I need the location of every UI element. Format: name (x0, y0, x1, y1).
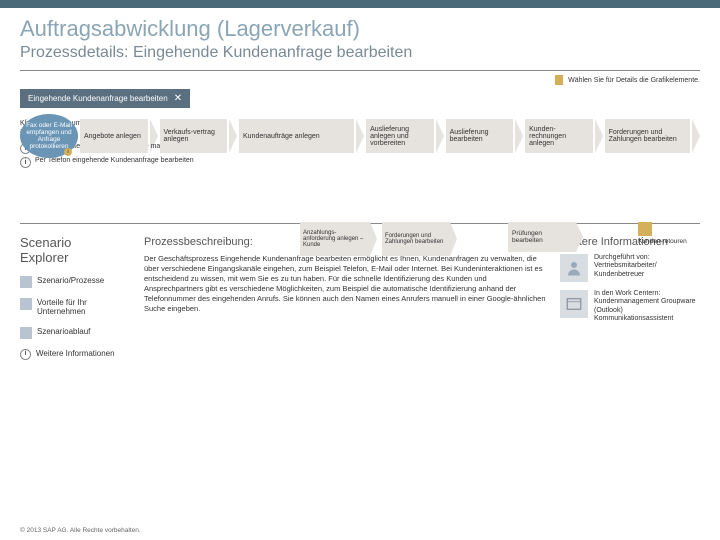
info-block-2-text: In den Work Centern: Kundenmanagement Gr… (594, 290, 700, 324)
step-5[interactable]: Auslieferung bearbeiten (446, 119, 514, 153)
chevron-icon (576, 222, 583, 252)
substep-ford[interactable]: Forderungen und Zahlungen bearbeiten (382, 222, 450, 256)
step-4-label: Auslieferung anlegen und vorbereiten (370, 126, 430, 147)
window-icon (560, 290, 588, 318)
page-subtitle: Prozessdetails: Eingehende Kundenanfrage… (20, 44, 700, 62)
chevron-icon (370, 222, 377, 256)
process-area: Eingehende Kundenanfrage bearbeiten ✕ Fa… (0, 89, 720, 158)
kund-swatch (638, 222, 652, 236)
square-icon (20, 327, 32, 339)
substep-anz[interactable]: Anzahlungs-anforderung anlegen – Kunde (300, 222, 370, 256)
square-icon (20, 298, 32, 310)
hint-label: Wählen Sie für Details die Grafikelement… (568, 77, 700, 84)
sidebar-item-4[interactable]: iWeitere Informationen (20, 349, 130, 360)
info-line-2: i Per Telefon eingehende Kundenanfrage b… (20, 157, 720, 168)
step-7[interactable]: Forderungen und Zahlungen bearbeiten (605, 119, 690, 153)
step-1-label: Angebote anlegen (84, 133, 141, 140)
info-block-1-text: Durchgeführt von: Vertriebsmitarbeiter/ … (594, 254, 700, 282)
chevron-icon (595, 119, 603, 153)
close-icon[interactable]: ✕ (174, 93, 182, 104)
square-icon (20, 276, 32, 288)
process-header[interactable]: Eingehende Kundenanfrage bearbeiten ✕ (20, 89, 190, 108)
step-2[interactable]: Verkaufs-vertrag anlegen (160, 119, 228, 153)
step-2-label: Verkaufs-vertrag anlegen (164, 129, 224, 143)
start-oval[interactable]: Fax oder E-Mail empfangen und Anfrage pr… (20, 114, 78, 158)
substep-pruf[interactable]: Prüfungen bearbeiten (508, 222, 576, 252)
info-icon[interactable]: i (64, 148, 72, 156)
divider (20, 70, 700, 71)
sidebar-item-3[interactable]: Szenarioablauf (20, 327, 130, 339)
chevron-icon (450, 222, 457, 256)
page-title: Auftragsabwicklung (Lagerverkauf) (20, 16, 700, 42)
chevron-icon (356, 119, 364, 153)
sidebar-item-1[interactable]: Szenario/Prozesse (20, 276, 130, 288)
process-flow-row1: Fax oder E-Mail empfangen und Anfrage pr… (20, 114, 700, 158)
info-icon: i (20, 349, 31, 360)
info-block-1: Durchgeführt von: Vertriebsmitarbeiter/ … (560, 254, 700, 282)
scenario-title: Scenario Explorer (20, 236, 130, 266)
step-3-label: Kundenaufträge anlegen (243, 133, 320, 140)
chevron-icon (515, 119, 523, 153)
info-line-2-text: Per Telefon eingehende Kundenanfrage bea… (35, 157, 194, 168)
sidebar-item-2[interactable]: Vorteile für Ihr Unternehmen (20, 298, 130, 317)
chevron-icon (436, 119, 444, 153)
step-6-label: Kunden-rechnungen anlegen (529, 126, 589, 147)
start-oval-label: Fax oder E-Mail empfangen und Anfrage pr… (24, 122, 74, 150)
step-4[interactable]: Auslieferung anlegen und vorbereiten (366, 119, 434, 153)
chevron-icon (692, 119, 700, 153)
info-block-2: In den Work Centern: Kundenmanagement Gr… (560, 290, 700, 324)
step-3[interactable]: Kundenaufträge anlegen (239, 119, 354, 153)
hint-swatch (555, 75, 563, 85)
process-header-label: Eingehende Kundenanfrage bearbeiten (28, 94, 168, 103)
step-6[interactable]: Kunden-rechnungen anlegen (525, 119, 593, 153)
description-body: Der Geschäftsprozess Eingehende Kundenan… (144, 254, 546, 315)
more-info-column: Weitere Informationen Durchgeführt von: … (560, 236, 700, 370)
person-icon (560, 254, 588, 282)
info-icon[interactable]: i (20, 157, 31, 168)
chevron-icon (229, 119, 237, 153)
substep-kund: Kunden-retouren (638, 222, 694, 246)
footer-copyright: © 2013 SAP AG. Alle Rechte vorbehalten. (20, 527, 141, 534)
step-1[interactable]: Angebote anlegen (80, 119, 148, 153)
top-bar (0, 0, 720, 8)
step-5-label: Auslieferung bearbeiten (450, 129, 510, 143)
header: Auftragsabwicklung (Lagerverkauf) Prozes… (0, 8, 720, 66)
step-7-label: Forderungen und Zahlungen bearbeiten (609, 129, 686, 143)
hint-text: Wählen Sie für Details die Grafikelement… (0, 73, 720, 89)
scenario-explorer: Scenario Explorer Szenario/Prozesse Vort… (20, 236, 130, 370)
